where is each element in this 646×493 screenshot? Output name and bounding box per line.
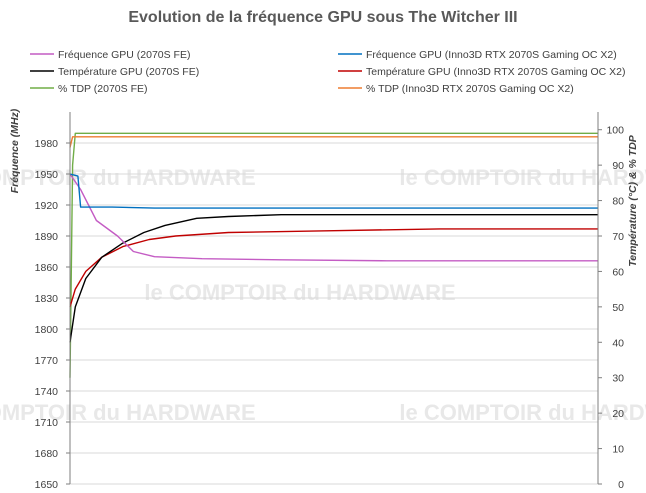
right-tick-label: 0 (618, 479, 624, 491)
legend-entry: Température GPU (2070S FE) (58, 66, 199, 78)
right-axis-ticks: 0 10 20 30 40 50 60 70 80 90 100 (598, 125, 624, 491)
chart-title: Evolution de la fréquence GPU sous The W… (128, 9, 517, 26)
right-tick-label: 10 (612, 444, 624, 456)
legend-entry: % TDP (Inno3D RTX 2070S Gaming OC X2) (366, 83, 574, 95)
gridlines (70, 142, 598, 485)
right-tick-label: 100 (606, 125, 624, 137)
series-line (69, 173, 598, 209)
left-tick-label: 1830 (35, 293, 59, 305)
legend-entry: Fréquence GPU (Inno3D RTX 2070S Gaming O… (366, 49, 617, 61)
left-tick-label: 1890 (35, 231, 59, 243)
right-tick-label: 30 (612, 373, 624, 385)
watermark-text: le COMPTOIR du HARDWARE (399, 400, 646, 425)
right-tick-label: 80 (612, 196, 624, 208)
series-line (69, 132, 598, 378)
series-lines (69, 132, 598, 378)
right-tick-label: 90 (612, 160, 624, 172)
left-axis-ticks: 1650 1680 1710 1740 1770 1800 1830 1860 1890 1920… (35, 138, 70, 491)
right-tick-label: 60 (612, 266, 624, 278)
left-tick-label: 1650 (35, 479, 59, 491)
legend: Fréquence GPU (2070S FE) Fréquence GPU (I… (30, 49, 626, 95)
left-tick-label: 1740 (35, 386, 59, 398)
series-line (69, 228, 598, 308)
left-tick-label: 1950 (35, 169, 59, 181)
series-line (69, 173, 598, 262)
right-tick-label: 20 (612, 408, 624, 420)
watermark-text: le COMPTOIR du HARDWARE (399, 165, 646, 190)
watermark-text: le COMPTOIR du HARDWARE (0, 165, 256, 190)
legend-entry: % TDP (2070S FE) (58, 83, 147, 95)
left-axis-title: Fréquence (MHz) (9, 108, 21, 193)
right-axis-title: Température (°C) & % TDP (627, 134, 639, 267)
right-tick-label: 40 (612, 337, 624, 349)
legend-entry: Température GPU (Inno3D RTX 2070S Gaming… (366, 66, 626, 78)
left-tick-label: 1920 (35, 200, 59, 212)
left-tick-label: 1800 (35, 324, 59, 336)
watermark-text: le COMPTOIR du HARDWARE (0, 400, 256, 425)
watermarks: le COMPTOIR du HARDWARE le COMPTOIR du HA… (0, 165, 646, 425)
left-tick-label: 1710 (35, 417, 59, 429)
left-tick-label: 1980 (35, 138, 59, 150)
right-tick-label: 70 (612, 231, 624, 243)
left-tick-label: 1680 (35, 448, 59, 460)
left-tick-label: 1770 (35, 355, 59, 367)
watermark-text: le COMPTOIR du HARDWARE (144, 280, 455, 305)
series-line (69, 214, 598, 343)
legend-entry: Fréquence GPU (2070S FE) (58, 49, 190, 61)
right-tick-label: 50 (612, 302, 624, 314)
left-tick-label: 1860 (35, 262, 59, 274)
series-line (69, 136, 598, 148)
